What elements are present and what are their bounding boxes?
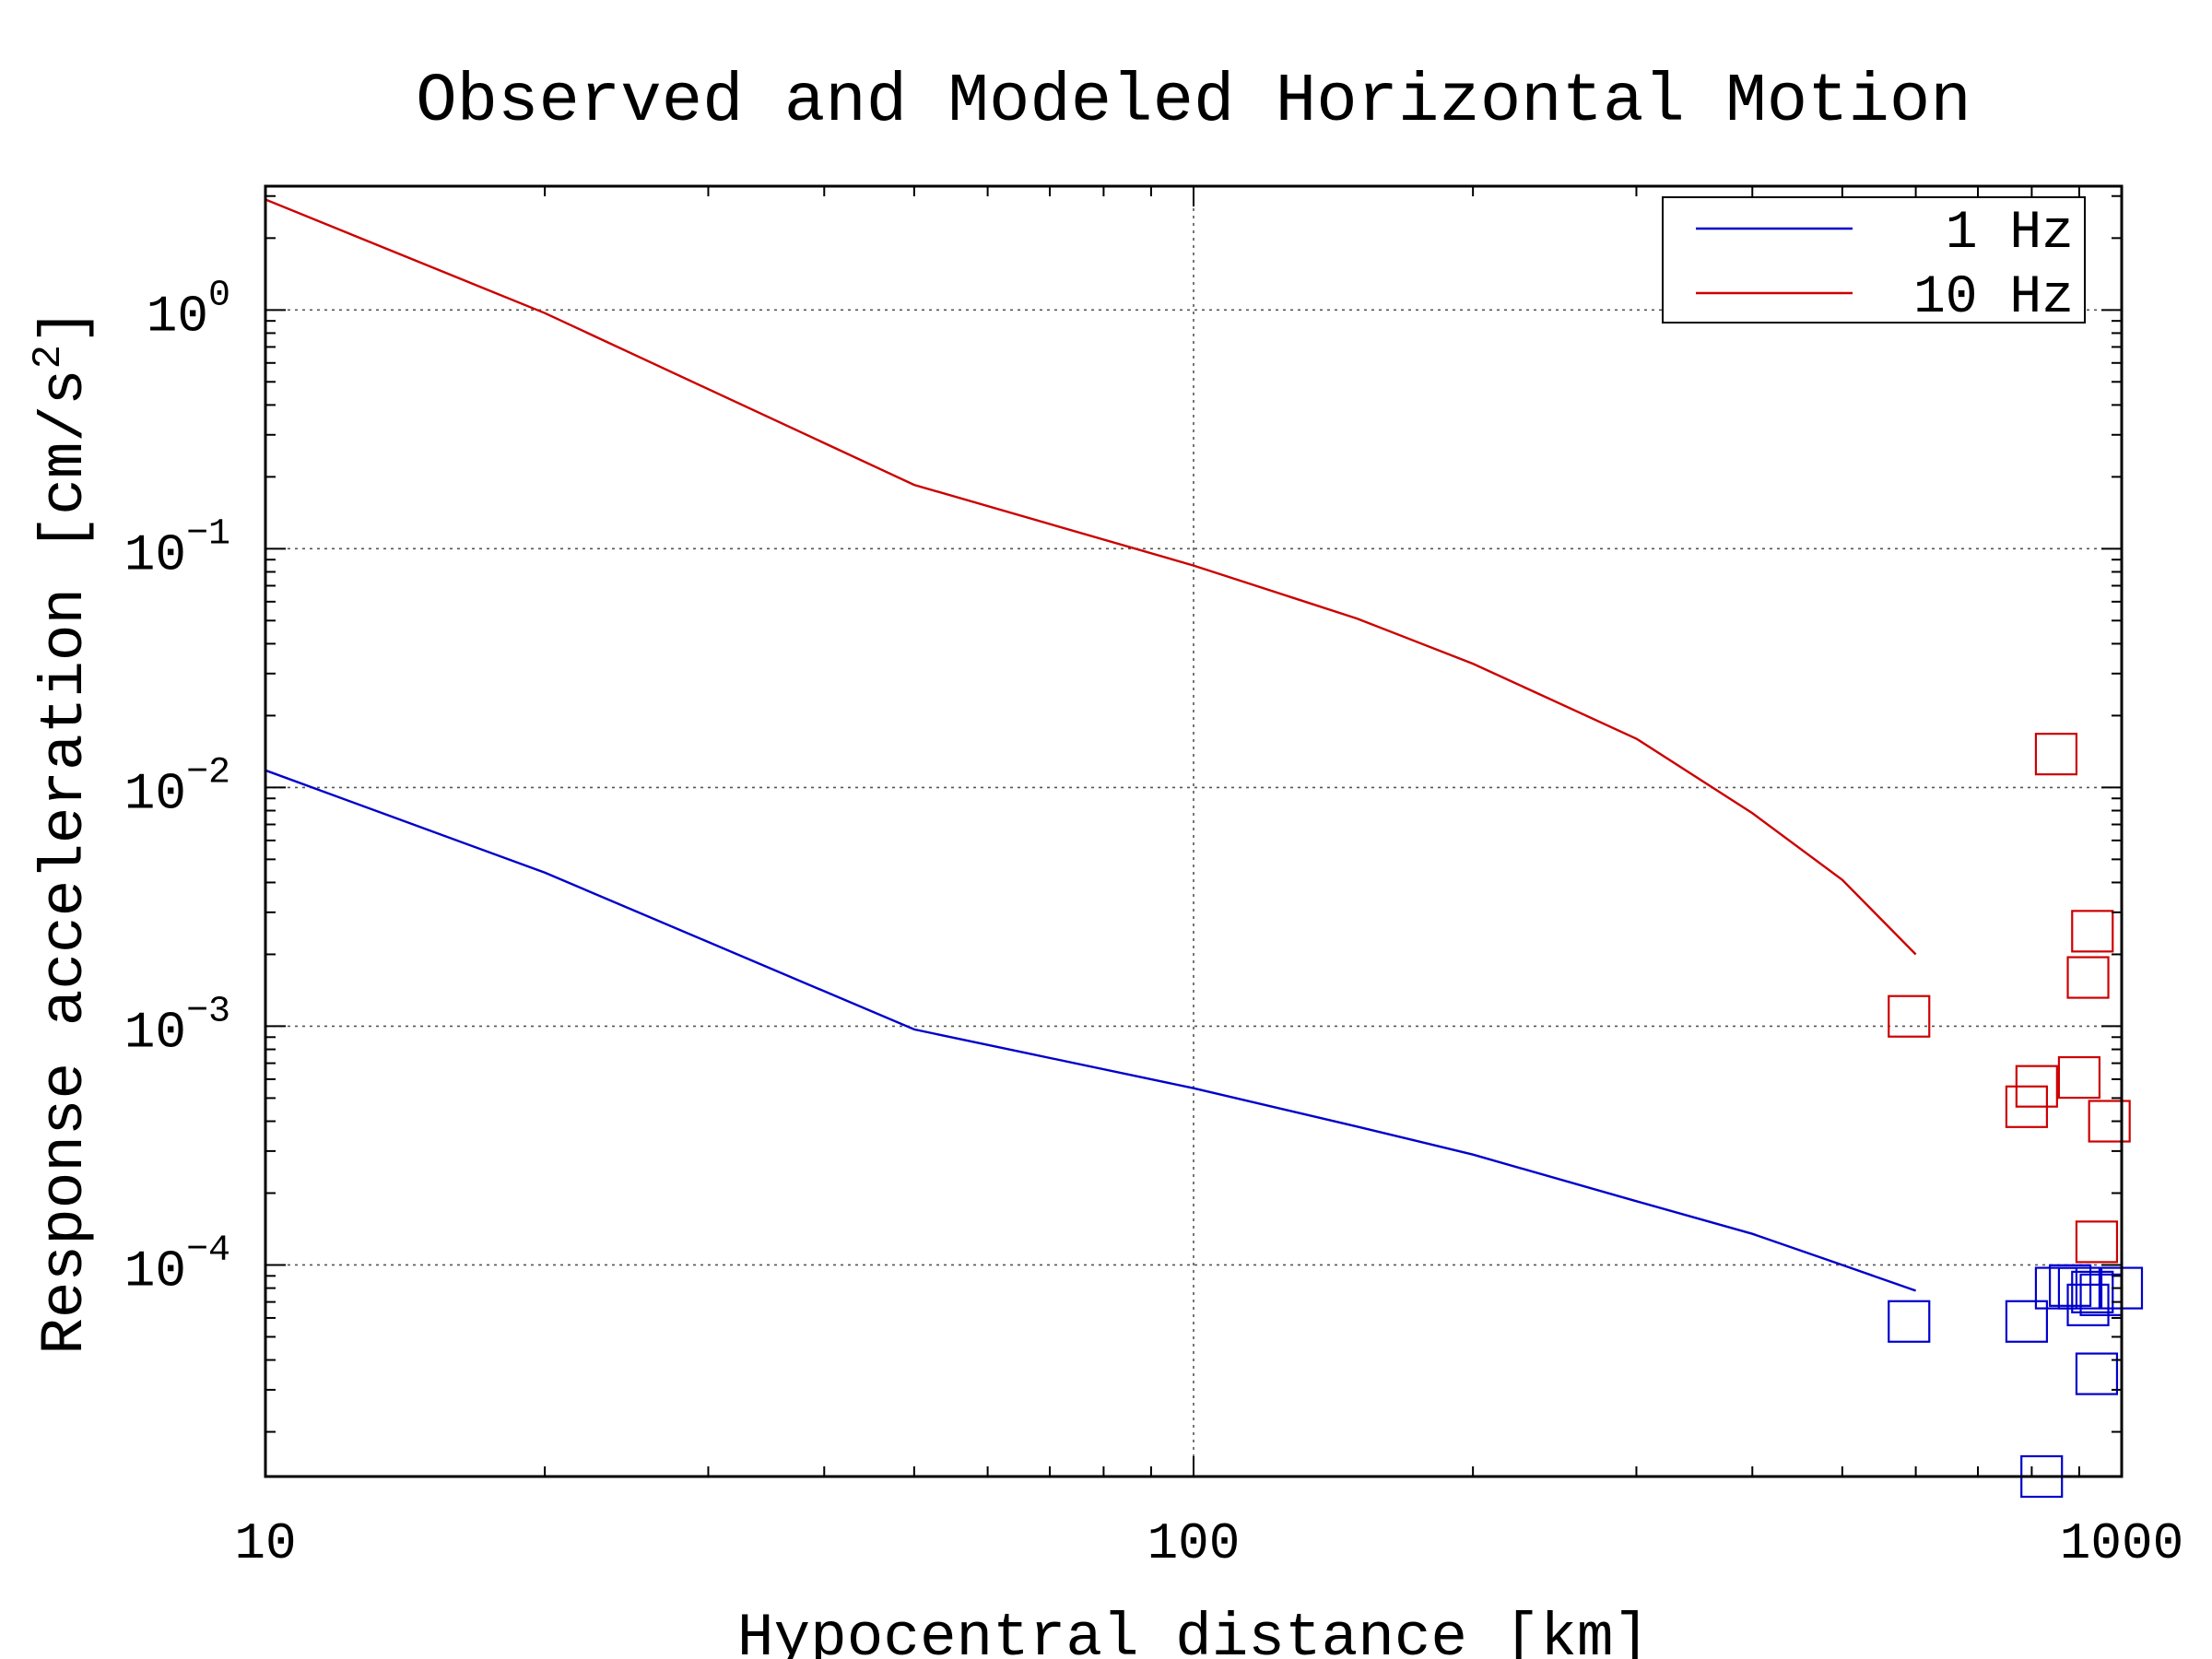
y-tick-label: 10−4 (124, 1230, 230, 1300)
legend-box (1662, 196, 2086, 324)
y-tick-base: 10 (124, 525, 186, 584)
y-tick-exponent: 0 (208, 275, 230, 316)
series-line-0 (265, 769, 1916, 1292)
y-tick-label: 10−1 (124, 513, 230, 584)
axis-ticks (265, 186, 2122, 1477)
y-axis-label-superscript: 2 (26, 345, 72, 369)
x-tick-label: 10 (234, 1514, 296, 1573)
observed-point (2071, 1270, 2114, 1313)
grid (265, 186, 2122, 1477)
observed-point (2015, 1065, 2058, 1108)
y-axis-label-main: Response acceleration [cm/s (30, 369, 100, 1354)
y-tick-base: 10 (124, 764, 186, 823)
y-tick-base: 10 (124, 1003, 186, 1062)
observed-markers (1888, 733, 2144, 1499)
observed-point (2066, 1283, 2110, 1326)
legend-label: 10 Hz (1913, 268, 2074, 328)
observed-point (1888, 1300, 1931, 1343)
observed-point (2075, 1220, 2119, 1264)
y-tick-label: 100 (147, 275, 230, 346)
x-tick-label: 1000 (2060, 1514, 2183, 1573)
observed-point (2071, 910, 2114, 953)
x-axis-tick-labels: 10 100 1000 (234, 1514, 2183, 1573)
y-tick-label: 10−2 (124, 752, 230, 823)
observed-point (2066, 956, 2110, 999)
y-tick-base: 10 (124, 1241, 186, 1300)
chart-title: Observed and Modeled Horizontal Motion (416, 64, 1971, 141)
observed-point (2005, 1300, 2049, 1343)
observed-point (2075, 1352, 2119, 1395)
observed-point (2088, 1100, 2131, 1143)
y-axis-label: Response acceleration [cm/s2] (26, 308, 100, 1354)
series-line-1 (265, 198, 1917, 956)
plot-series (265, 198, 1917, 1292)
observed-point (2057, 1055, 2101, 1100)
y-tick-exponent: −4 (186, 1230, 230, 1271)
y-tick-exponent: −1 (186, 513, 230, 555)
y-axis-label-close: ] (30, 308, 100, 345)
legend-label: 1 Hz (1946, 204, 2074, 264)
observed-point (2057, 1266, 2101, 1310)
y-tick-label: 10−3 (124, 991, 230, 1062)
y-tick-exponent: −3 (186, 991, 230, 1032)
x-tick-label: 100 (1147, 1514, 1241, 1573)
y-tick-base: 10 (147, 287, 208, 346)
x-axis-label: Hypocentral distance [km] (737, 1604, 1650, 1659)
observed-point (1888, 994, 1931, 1038)
observed-point (2034, 733, 2078, 776)
observed-point (2034, 1266, 2078, 1310)
y-tick-exponent: −2 (186, 752, 230, 794)
